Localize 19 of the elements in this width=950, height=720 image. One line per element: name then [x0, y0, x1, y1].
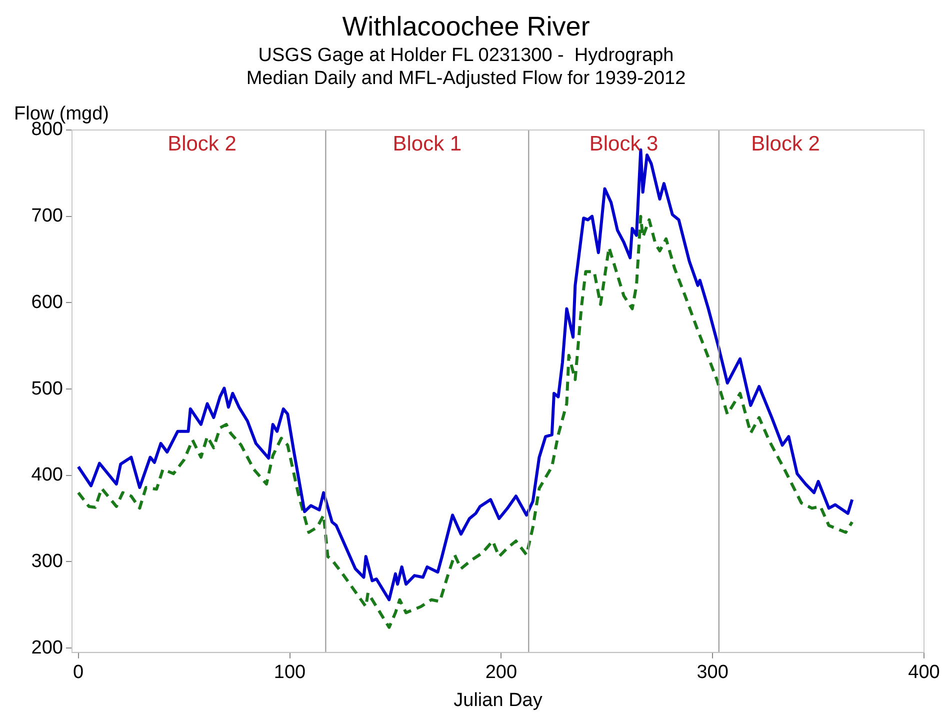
y-tick-label: 500	[31, 378, 63, 400]
chart-title: Withlacoochee River	[342, 12, 590, 42]
annotation: Block 3	[589, 132, 658, 156]
x-tick-label: 300	[696, 662, 728, 684]
line-series	[76, 214, 854, 629]
annotation: Block 2	[751, 132, 820, 156]
x-axis-title: Julian Day	[454, 690, 543, 711]
x-tick-label: 200	[485, 662, 518, 684]
y-tick-label: 600	[31, 292, 63, 313]
y-tick-label: 300	[31, 550, 63, 572]
chart-subtitle: USGS Gage at Holder FL 0231300 - Hydrograph Median Daily and MFL-Adjusted Flow for 1939-2012	[246, 45, 686, 89]
y-tick-label: 700	[31, 206, 63, 227]
annotation: Block 2	[168, 132, 236, 156]
x-tick-label: 100	[274, 662, 306, 684]
y-tick-label: 200	[31, 637, 63, 658]
x-tick-label: 0	[73, 662, 84, 684]
y-tick-label: 400	[31, 464, 63, 486]
annotation: Block 1	[392, 132, 462, 156]
x-tick-label: 400	[908, 662, 940, 684]
